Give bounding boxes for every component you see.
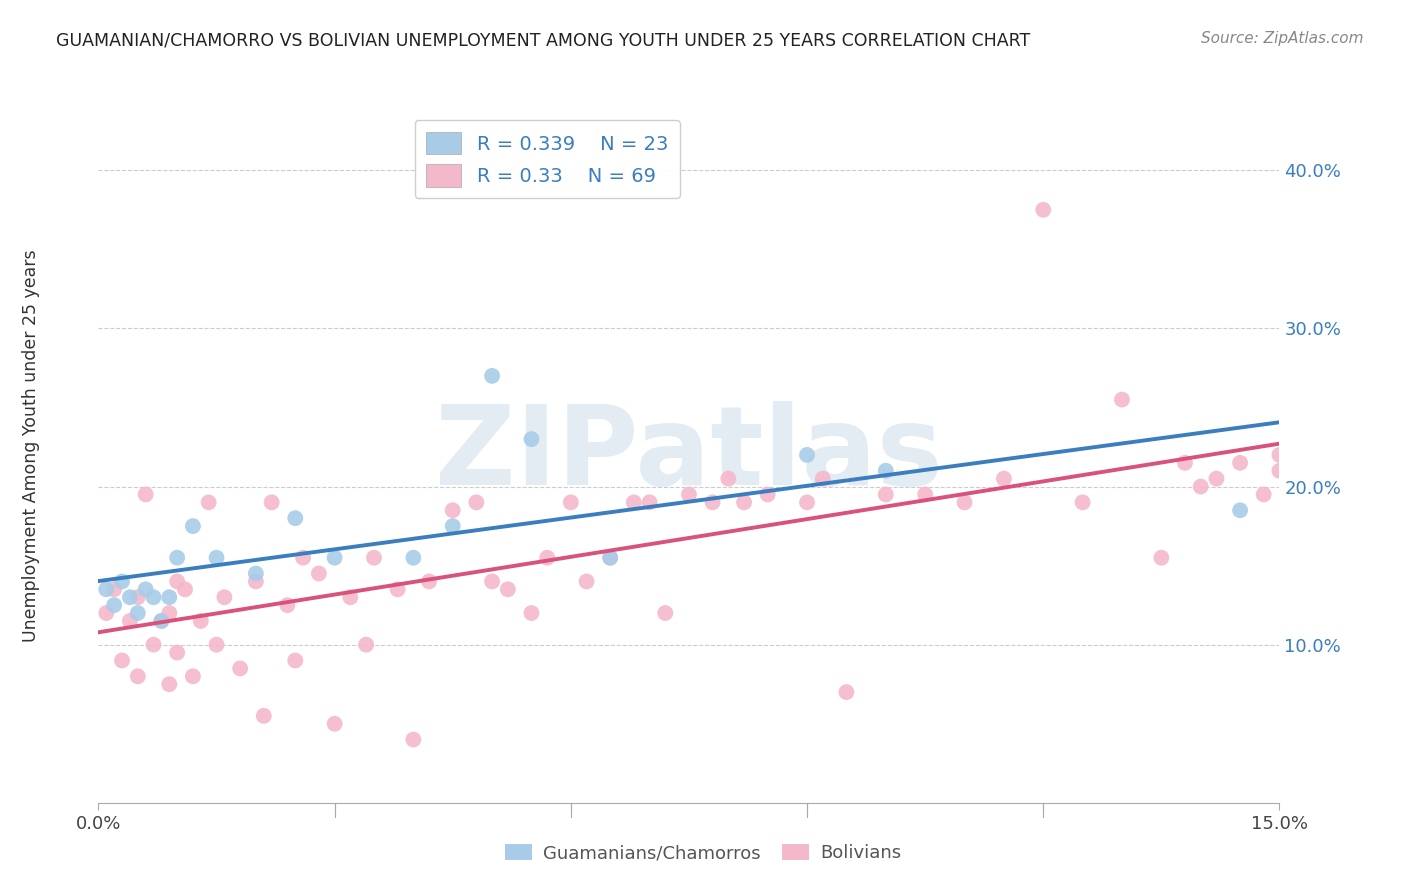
Point	[111, 653, 134, 667]
Point	[292, 550, 315, 565]
Point	[678, 487, 700, 501]
Point	[118, 591, 141, 605]
Point	[1229, 456, 1251, 470]
Point	[914, 487, 936, 501]
Point	[441, 519, 464, 533]
Point	[599, 550, 621, 565]
Point	[993, 472, 1015, 486]
Point	[654, 606, 676, 620]
Point	[1268, 464, 1291, 478]
Point	[1205, 472, 1227, 486]
Point	[733, 495, 755, 509]
Text: GUAMANIAN/CHAMORRO VS BOLIVIAN UNEMPLOYMENT AMONG YOUTH UNDER 25 YEARS CORRELATI: GUAMANIAN/CHAMORRO VS BOLIVIAN UNEMPLOYM…	[56, 31, 1031, 49]
Point	[953, 495, 976, 509]
Point	[1253, 487, 1275, 501]
Point	[245, 574, 267, 589]
Point	[103, 582, 125, 597]
Point	[756, 487, 779, 501]
Point	[520, 606, 543, 620]
Point	[308, 566, 330, 581]
Point	[323, 716, 346, 731]
Point	[135, 582, 157, 597]
Point	[623, 495, 645, 509]
Point	[157, 591, 180, 605]
Point	[323, 550, 346, 565]
Point	[835, 685, 858, 699]
Point	[1189, 479, 1212, 493]
Point	[229, 661, 252, 675]
Point	[560, 495, 582, 509]
Point	[702, 495, 724, 509]
Point	[1111, 392, 1133, 407]
Point	[166, 574, 188, 589]
Point	[157, 677, 180, 691]
Point	[197, 495, 219, 509]
Point	[418, 574, 440, 589]
Point	[496, 582, 519, 597]
Point	[796, 448, 818, 462]
Point	[481, 574, 503, 589]
Point	[811, 472, 834, 486]
Point	[142, 591, 165, 605]
Point	[103, 598, 125, 612]
Point	[465, 495, 488, 509]
Point	[150, 614, 173, 628]
Point	[402, 550, 425, 565]
Point	[1071, 495, 1094, 509]
Point	[127, 669, 149, 683]
Point	[354, 638, 377, 652]
Point	[166, 646, 188, 660]
Point	[575, 574, 598, 589]
Point	[1229, 503, 1251, 517]
Text: Unemployment Among Youth under 25 years: Unemployment Among Youth under 25 years	[22, 250, 39, 642]
Point	[1174, 456, 1197, 470]
Point	[284, 653, 307, 667]
Point	[245, 566, 267, 581]
Point	[339, 591, 361, 605]
Point	[1032, 202, 1054, 217]
Point	[387, 582, 409, 597]
Point	[190, 614, 212, 628]
Point	[253, 708, 276, 723]
Point	[166, 550, 188, 565]
Point	[214, 591, 236, 605]
Point	[181, 669, 204, 683]
Point	[135, 487, 157, 501]
Point	[96, 606, 118, 620]
Point	[150, 614, 173, 628]
Point	[796, 495, 818, 509]
Point	[127, 606, 149, 620]
Point	[402, 732, 425, 747]
Point	[481, 368, 503, 383]
Legend: R = 0.339    N = 23, R = 0.33    N = 69: R = 0.339 N = 23, R = 0.33 N = 69	[415, 120, 681, 198]
Point	[638, 495, 661, 509]
Point	[1268, 448, 1291, 462]
Text: ZIPatlas: ZIPatlas	[434, 401, 943, 508]
Point	[181, 519, 204, 533]
Point	[96, 582, 118, 597]
Point	[118, 614, 141, 628]
Point	[174, 582, 197, 597]
Point	[127, 591, 149, 605]
Text: Source: ZipAtlas.com: Source: ZipAtlas.com	[1201, 31, 1364, 46]
Point	[363, 550, 385, 565]
Point	[205, 550, 228, 565]
Point	[875, 487, 897, 501]
Point	[875, 464, 897, 478]
Point	[276, 598, 298, 612]
Point	[520, 432, 543, 446]
Point	[717, 472, 740, 486]
Point	[142, 638, 165, 652]
Point	[536, 550, 558, 565]
Point	[157, 606, 180, 620]
Point	[205, 638, 228, 652]
Point	[599, 550, 621, 565]
Legend: Guamanians/Chamorros, Bolivians: Guamanians/Chamorros, Bolivians	[498, 837, 908, 870]
Point	[284, 511, 307, 525]
Point	[441, 503, 464, 517]
Point	[260, 495, 283, 509]
Point	[111, 574, 134, 589]
Point	[1150, 550, 1173, 565]
